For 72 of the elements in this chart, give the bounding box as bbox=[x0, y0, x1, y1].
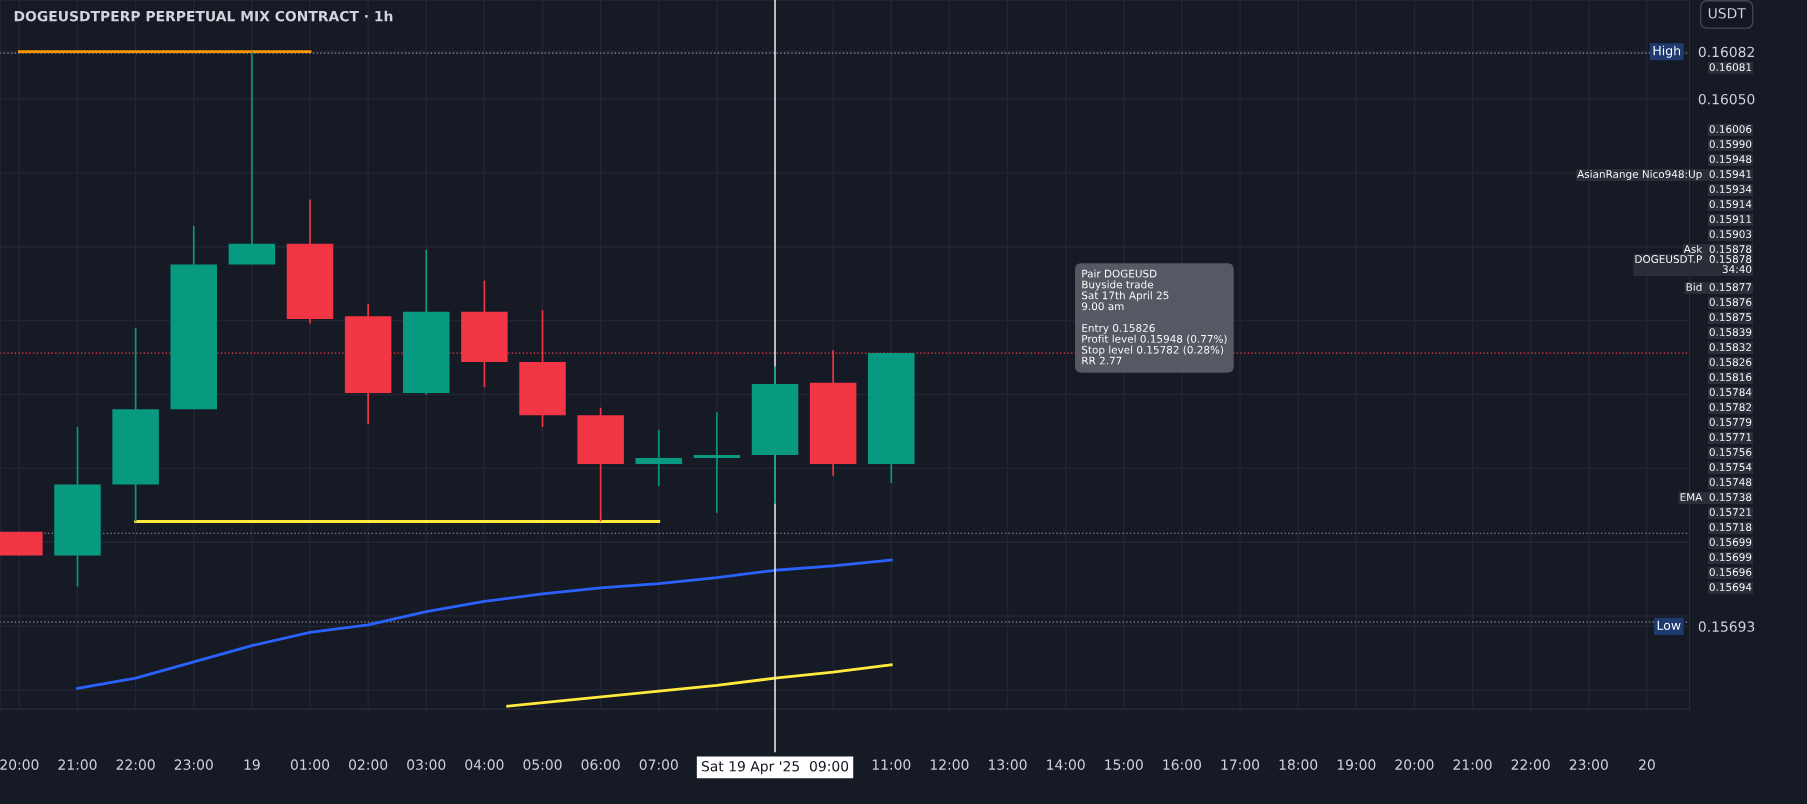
annotation: Bid 0.15877 bbox=[1686, 282, 1752, 292]
annotation: EMA 0.15738 bbox=[1680, 493, 1752, 502]
text: 0.16081 bbox=[1709, 63, 1752, 72]
x-tick-label: 23:00 bbox=[174, 759, 213, 770]
x-tick-label: 20:00 bbox=[0, 759, 39, 770]
x-tick-label: 19 bbox=[244, 759, 260, 770]
x-tick-label: 03:00 bbox=[407, 759, 446, 770]
x-tick-label: 20:00 bbox=[1395, 759, 1434, 770]
ref-line-label: Sat 19 Apr '25 09:00 bbox=[701, 760, 849, 775]
text: DOGEUSDTPERP PERPETUAL MIX CONTRACT · 1h bbox=[14, 10, 393, 22]
text: 0.15914 bbox=[1709, 200, 1752, 209]
x-tick-label: 16:00 bbox=[1163, 759, 1201, 770]
text: 0.15754 bbox=[1709, 463, 1752, 472]
text: 0.15756 bbox=[1709, 448, 1752, 457]
x-tick-label: 12:00 bbox=[930, 759, 969, 770]
candlestick bbox=[228, 50, 276, 266]
x-tick-label: 23:00 bbox=[1569, 759, 1608, 770]
text: 0.15696 bbox=[1709, 568, 1752, 577]
x-tick-label: 07:00 bbox=[639, 759, 678, 770]
candlestick bbox=[693, 411, 741, 514]
x-tick-label: 20 bbox=[1639, 759, 1655, 770]
text: 0.15948 bbox=[1709, 155, 1752, 164]
text: 0.15721 bbox=[1709, 508, 1752, 517]
x-tick-label: 17:00 bbox=[1221, 759, 1260, 770]
text: 0.15816 bbox=[1709, 373, 1752, 382]
line-series bbox=[506, 663, 893, 708]
text: USDT bbox=[1708, 8, 1746, 19]
x-tick-label: 01:00 bbox=[290, 759, 330, 770]
x-tick-label: 13:00 bbox=[989, 759, 1027, 770]
y-tick-label: 0.15693 bbox=[1698, 621, 1755, 632]
x-tick-label: 14:00 bbox=[1047, 759, 1085, 770]
line-series bbox=[76, 558, 893, 690]
x-tick-label: 02:00 bbox=[349, 759, 388, 770]
text: 0.15748 bbox=[1709, 478, 1752, 487]
annotation: AsianRange Nico948:Up 0.15941 bbox=[1577, 169, 1752, 181]
x-tick-label: 22:00 bbox=[1511, 759, 1550, 770]
text: 0.15784 bbox=[1709, 388, 1752, 397]
candlestick bbox=[635, 429, 683, 487]
x-tick-label: 18:00 bbox=[1279, 759, 1318, 770]
x-tick-label: 21:00 bbox=[58, 759, 97, 770]
text: 0.15779 bbox=[1709, 418, 1752, 427]
text: 0.15990 bbox=[1709, 140, 1752, 149]
text: 0.15718 bbox=[1709, 523, 1752, 532]
x-tick-label: 15:00 bbox=[1105, 759, 1143, 770]
text: 0.15911 bbox=[1709, 215, 1752, 224]
text: 0.15694 bbox=[1709, 583, 1752, 592]
text: 0.15934 bbox=[1709, 185, 1752, 194]
text: 0.15832 bbox=[1709, 343, 1751, 352]
x-tick-label: 11:00 bbox=[872, 759, 911, 770]
x-tick-label: 06:00 bbox=[581, 759, 620, 770]
text: 0.15903 bbox=[1709, 230, 1752, 239]
text: 0.15782 bbox=[1709, 403, 1751, 412]
text: 0.15699 bbox=[1709, 553, 1752, 562]
text: 0.15875 bbox=[1709, 313, 1752, 322]
annotation: High bbox=[1653, 45, 1681, 58]
text: 0.15699 bbox=[1709, 538, 1752, 547]
x-tick-label: 04:00 bbox=[465, 759, 504, 770]
text: 0.15876 bbox=[1709, 298, 1752, 307]
text: 0.15771 bbox=[1709, 433, 1752, 442]
x-tick-label: 19:00 bbox=[1337, 759, 1376, 770]
text: 0.15826 bbox=[1709, 358, 1752, 367]
y-tick-label: 0.16050 bbox=[1698, 93, 1755, 105]
annotation: Low bbox=[1657, 620, 1681, 631]
text: 0.15839 bbox=[1709, 328, 1752, 337]
annotation: DOGEUSDT.P 0.15878 34:40 bbox=[1635, 255, 1752, 274]
x-tick-label: 22:00 bbox=[116, 759, 155, 770]
x-tick-label: 21:00 bbox=[1453, 759, 1492, 770]
text: Pair DOGEUSD Buyside trade Sat 17th April 25 9.00 am Entry 0.15826 Profit level 0.15948 (0.77%) Stop level 0.15782 (0.28%) RR 2.77 bbox=[1081, 269, 1227, 365]
annotation: Ask 0.15878 bbox=[1683, 244, 1752, 254]
x-tick-label: 05:00 bbox=[523, 759, 562, 770]
y-tick-label: 0.16082 bbox=[1698, 46, 1754, 58]
text: 0.16006 bbox=[1709, 125, 1752, 134]
